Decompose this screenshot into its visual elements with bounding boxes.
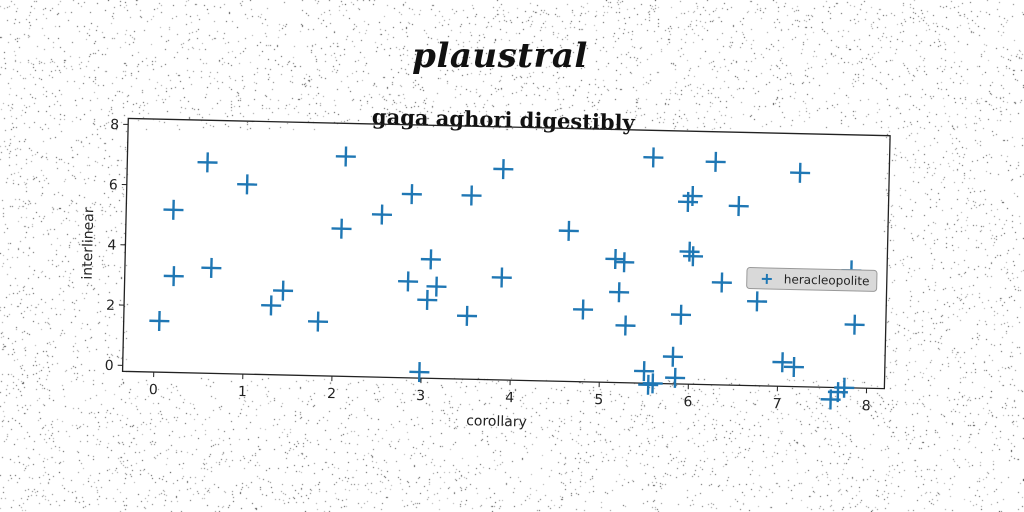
y-tick-label: 6 xyxy=(109,177,118,193)
legend-box xyxy=(746,267,878,292)
y-tick-label: 8 xyxy=(110,117,119,133)
x-tick-label: 8 xyxy=(861,398,870,414)
plot-area-frame xyxy=(121,117,891,390)
x-tick-label: 6 xyxy=(683,394,692,410)
data-point xyxy=(401,184,422,205)
x-tick-label: 0 xyxy=(149,382,158,398)
data-point xyxy=(844,314,865,335)
x-tick-label: 3 xyxy=(416,388,425,404)
data-point xyxy=(614,252,635,273)
data-points xyxy=(149,146,865,410)
data-point xyxy=(335,146,356,167)
data-point xyxy=(728,196,749,217)
data-point xyxy=(237,174,258,195)
data-point xyxy=(683,246,704,267)
chart-title: gaga aghori digestibly xyxy=(372,104,636,135)
data-point xyxy=(163,266,184,287)
data-point xyxy=(493,159,514,180)
data-point xyxy=(711,272,732,293)
data-point xyxy=(679,241,700,262)
data-point xyxy=(665,367,686,388)
data-point xyxy=(491,267,512,288)
x-tick-label: 7 xyxy=(772,396,781,412)
data-point xyxy=(163,199,184,220)
y-axis-label: interlinear xyxy=(80,207,98,280)
data-point xyxy=(149,310,170,331)
data-point xyxy=(643,147,664,168)
data-point xyxy=(398,271,419,292)
data-point xyxy=(261,295,282,316)
data-point xyxy=(307,311,329,332)
legend: heracleopolite xyxy=(746,267,878,292)
data-point xyxy=(834,377,855,398)
data-point xyxy=(747,291,768,312)
legend-marker xyxy=(761,273,772,284)
x-axis-label: corollary xyxy=(466,413,527,430)
data-point xyxy=(409,362,430,383)
data-point xyxy=(662,346,683,367)
data-point xyxy=(371,204,392,225)
x-axis-ticks: 0 1 2 3 4 5 6 7 8 xyxy=(149,372,871,414)
legend-label: heracleopolite xyxy=(784,272,870,288)
data-point xyxy=(426,276,447,297)
data-point xyxy=(197,152,218,173)
x-tick-label: 2 xyxy=(327,386,336,402)
data-point xyxy=(772,352,793,373)
data-point xyxy=(461,185,482,206)
data-point xyxy=(417,289,438,310)
data-point xyxy=(331,218,352,239)
x-tick-label: 4 xyxy=(505,390,514,406)
data-point xyxy=(682,185,703,207)
data-point xyxy=(558,220,579,241)
data-point xyxy=(783,356,804,378)
data-point xyxy=(420,249,441,270)
x-tick-label: 5 xyxy=(594,392,603,408)
y-tick-label: 0 xyxy=(105,358,114,374)
data-point xyxy=(273,280,294,301)
data-point xyxy=(642,373,663,394)
data-point xyxy=(634,361,655,382)
y-axis-ticks: 0 2 4 6 8 xyxy=(105,117,129,374)
data-point xyxy=(670,304,692,325)
y-tick-label: 2 xyxy=(106,298,115,314)
data-point xyxy=(605,248,626,270)
x-tick-label: 1 xyxy=(238,384,247,400)
y-tick-label: 4 xyxy=(107,237,116,253)
data-point xyxy=(201,257,222,278)
data-point xyxy=(573,299,594,320)
data-point xyxy=(609,282,630,303)
data-point xyxy=(615,315,636,336)
figure-suptitle: plaustral xyxy=(412,36,588,76)
data-point xyxy=(705,151,726,172)
data-point xyxy=(790,162,811,183)
data-point xyxy=(638,374,659,395)
data-point xyxy=(457,305,478,326)
